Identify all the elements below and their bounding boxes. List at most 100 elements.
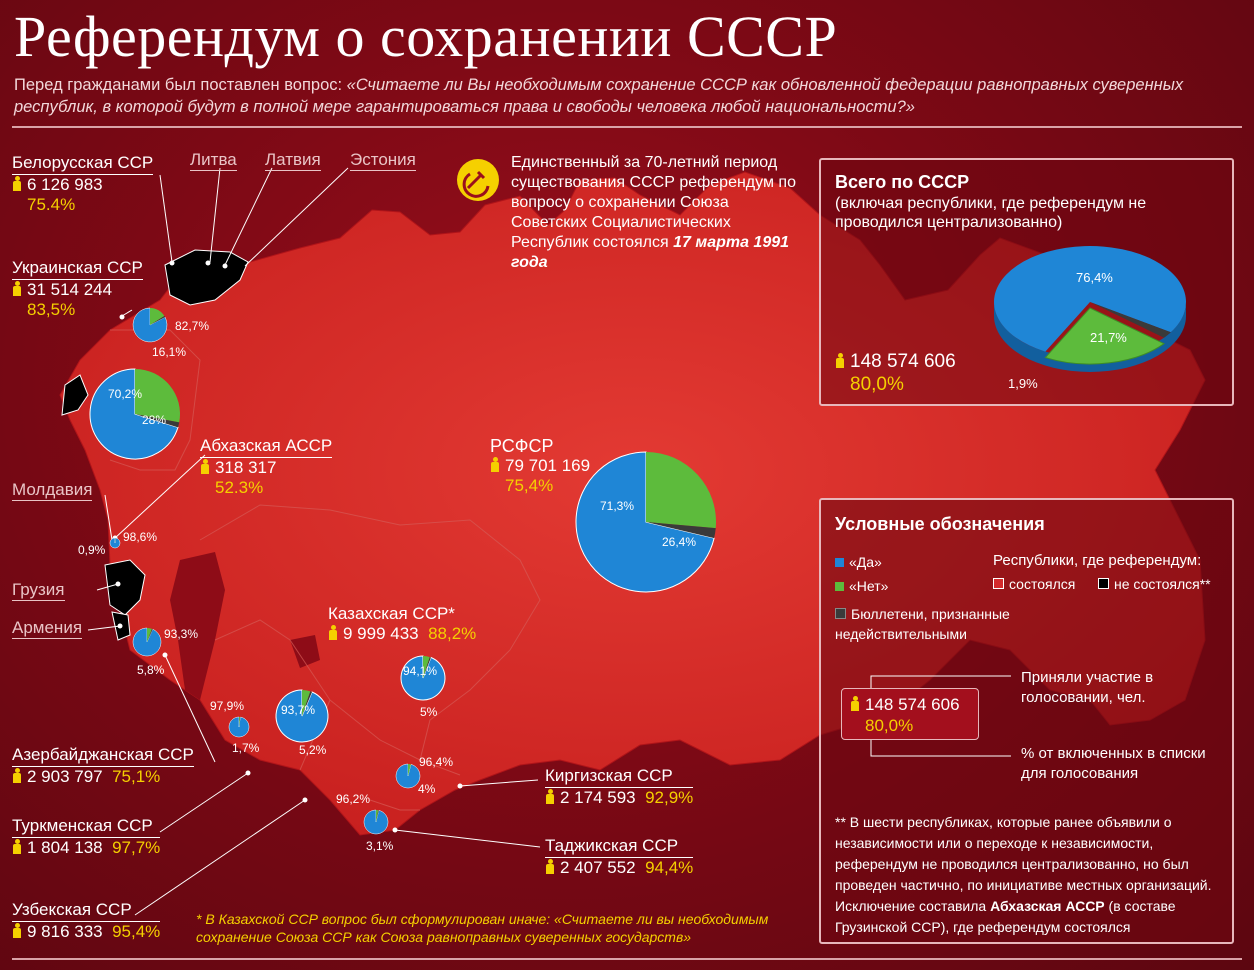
person-icon: [328, 625, 338, 640]
footnote-text-1: ** В шести республиках, которые ранее об…: [835, 814, 1212, 914]
republic-rsfsr: РСФСР 79 701 169 75,4%: [490, 436, 590, 496]
tajikistan-no-label: 3,1%: [366, 839, 394, 853]
republic-voters: 9 816 333: [27, 922, 103, 941]
legend-example-voters-row: 148 574 606: [850, 695, 960, 715]
caspian-sea: [170, 552, 225, 700]
person-icon: [545, 789, 555, 804]
label-lithuania: Литва: [190, 150, 237, 171]
total-invalid-label: 1,9%: [1008, 376, 1038, 391]
subtitle-prefix: Перед гражданами был поставлен вопрос:: [14, 76, 347, 94]
legend-percent-included: % от включенных в списки для голосования: [1021, 745, 1206, 782]
kazakhstan-pie-no: [423, 656, 430, 678]
abkhazia-no-label: 0,9%: [78, 543, 106, 557]
azerbaijan-no-label: 5,8%: [137, 663, 165, 677]
republic-turkmenistan: Туркменская ССР 1 804 138 97,7%: [12, 816, 161, 858]
legend-yes: «Да»: [835, 554, 882, 570]
total-turnout: 80,0%: [850, 374, 904, 395]
total-no-label: 21,7%: [1090, 330, 1127, 345]
republic-name: Азербайджанская ССР: [12, 745, 194, 767]
legend-yes-swatch: [835, 558, 844, 567]
intro-note-date: 17 марта 1991 года: [511, 234, 790, 271]
person-icon: [545, 859, 555, 874]
legend-not-held: не состоялся**: [1098, 576, 1211, 592]
total-3d-pie: 76,4% 21,7% 1,9%: [994, 246, 1186, 391]
pie-charts-layer: 82,7% 16,1% 70,2%28% 98,6% 0,9% 71,3% 26,4% 94,…: [78, 307, 716, 853]
tajikistan-pie-no: [376, 810, 379, 822]
republic-azerbaijan: Азербайджанская ССР 2 903 797 75,1%: [12, 745, 194, 787]
legend-example-turnout: 80,0%: [865, 716, 914, 735]
republic-turnout: 88,2%: [428, 624, 477, 643]
legend-invalid: Бюллетени, признанные недействительными: [835, 604, 1035, 644]
rsfsr-pie-invalid: [646, 522, 716, 539]
republic-name: Абхазская АССР: [200, 436, 333, 458]
person-icon: [490, 457, 500, 472]
uzbekistan-pie-no: [302, 690, 311, 716]
belarus-pie-no: [150, 308, 165, 325]
kyrgyzstan-no-label: 4%: [418, 782, 436, 796]
kyrgyzstan-pie-yes: [395, 763, 421, 789]
republic-name: Туркменская ССР: [12, 816, 161, 838]
republic-abkhazia: Абхазская АССР 318 317 52.3%: [200, 436, 333, 498]
republic-kazakhstan: Казахская ССР* 9 999 433 88,2%: [328, 604, 476, 644]
legend-invalid-label: Бюллетени, признанные недействительными: [835, 606, 1010, 642]
total-subtitle: (включая республики, где референдум не п…: [835, 195, 1147, 231]
kazakh-footnote: * В Казахской ССР вопрос был сформулиров…: [196, 911, 769, 945]
turkmenistan-pie-invalid: [239, 717, 241, 727]
republic-voters: 2 407 552: [560, 858, 636, 877]
republic-turnout: 97,7%: [112, 838, 161, 857]
republic-turnout: 83,5%: [27, 300, 76, 319]
legend-not-held-swatch: [1098, 578, 1109, 589]
republic-turnout: 94,4%: [645, 858, 694, 877]
legend-example-voters: 148 574 606: [865, 695, 960, 714]
turkmenistan-yes-label: 97,9%: [210, 699, 244, 713]
republic-voters: 31 514 244: [27, 280, 113, 299]
rsfsr-no-label: 26,4%: [662, 535, 696, 549]
legend-example-box: 148 574 606 80,0%: [841, 688, 979, 740]
republic-name: Киргизская ССР: [545, 766, 694, 788]
legend-participated: Приняли участие в голосовании, чел.: [1021, 669, 1154, 706]
republic-name: Белорусская ССР: [12, 153, 154, 175]
total-pie-invalid: [1090, 302, 1171, 338]
republic-ukraine: Украинская ССР 31 514 244 83,5%: [12, 258, 143, 320]
tajikistan-pie-invalid: [376, 810, 379, 822]
total-yes-label: 76,4%: [1076, 270, 1113, 285]
total-pie-no: [1044, 307, 1165, 365]
republic-voters: 6 126 983: [27, 175, 103, 194]
belarus-no-label: 16,1%: [152, 345, 186, 359]
abkhazia-yes-label: 98,6%: [123, 530, 157, 544]
uzbekistan-no-label: 5,2%: [299, 743, 327, 757]
legend-title: Условные обозначения: [835, 514, 1045, 534]
kyrgyzstan-pie-no: [408, 764, 411, 776]
total-title: Всего по СССР: [835, 172, 970, 192]
label-georgia: Грузия: [12, 580, 65, 601]
uzbekistan-pie-yes: [275, 689, 329, 743]
label-moldova: Молдавия: [12, 480, 93, 501]
republic-name: Узбекская ССР: [12, 900, 161, 922]
footnote-bold: Абхазская АССР: [990, 898, 1105, 914]
republic-turnout: 75,1%: [112, 767, 161, 786]
azerbaijan-pie-yes: [132, 627, 162, 657]
kazakhstan-yes-label: 94,1%: [403, 664, 437, 678]
person-icon: [12, 176, 22, 191]
republic-name: Казахская ССР*: [328, 604, 455, 623]
republic-voters: 1 804 138: [27, 838, 103, 857]
turkmenistan-pie-no: [239, 717, 241, 727]
turkmenistan-pie-yes: [228, 716, 250, 738]
azerbaijan-yes-label: 93,3%: [164, 627, 198, 641]
legend-held-swatch: [993, 578, 1004, 589]
page-subtitle: Перед гражданами был поставлен вопрос: «…: [14, 74, 1214, 118]
kazakhstan-pie-yes: [400, 655, 446, 701]
ukraine-no-label: 28%: [142, 413, 166, 427]
person-icon: [835, 353, 845, 368]
hammer-sickle-icon: [457, 159, 499, 201]
ukraine-yes-label: 70,2%: [108, 387, 142, 401]
republic-voters: 79 701 169: [505, 456, 591, 475]
ukraine-pie-yes: [89, 368, 179, 460]
republic-name: Украинская ССР: [12, 258, 143, 280]
person-icon: [850, 696, 860, 711]
total-voters-row: 148 574 606: [835, 352, 956, 372]
header-divider: [12, 126, 1242, 128]
intro-note: Единственный за 70-летний период существ…: [511, 153, 801, 273]
baltic-states: [164, 249, 249, 306]
person-icon: [200, 459, 210, 474]
